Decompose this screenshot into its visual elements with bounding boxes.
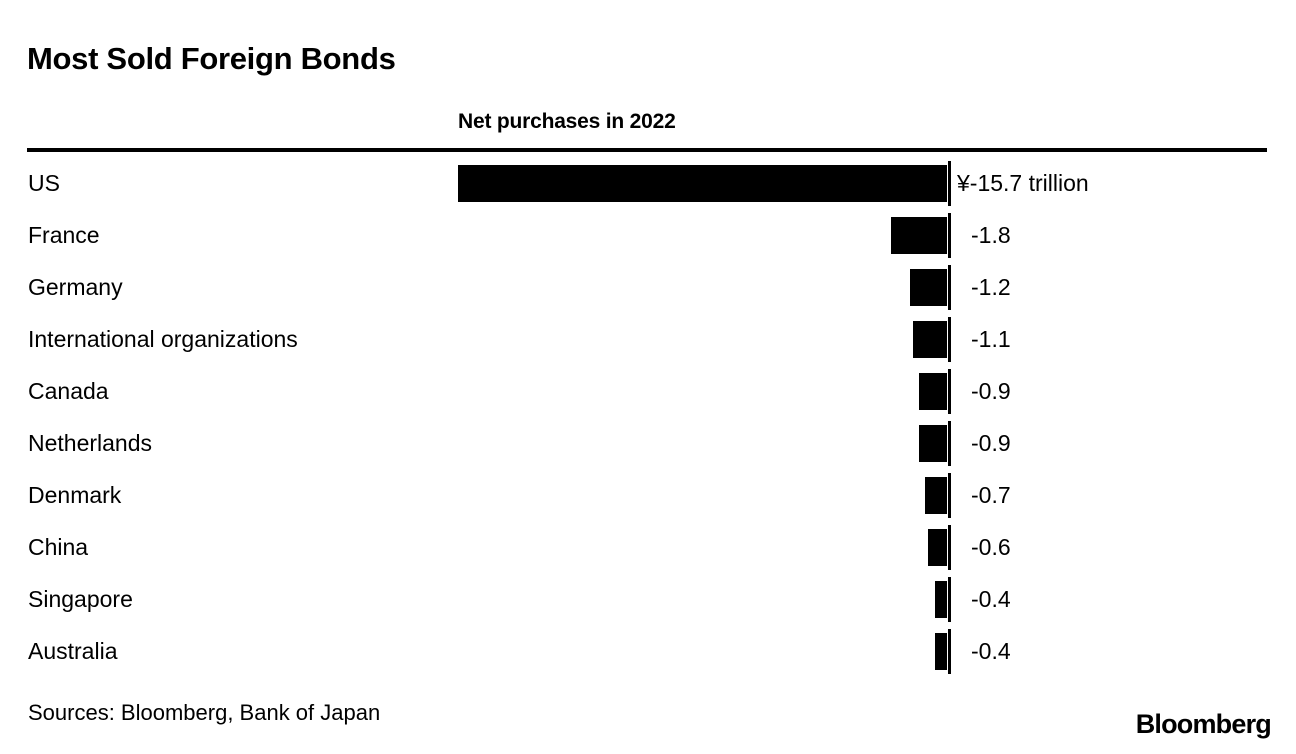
value-label: ¥-15.7 trillion xyxy=(957,170,1089,196)
zero-axis-segment xyxy=(948,629,951,674)
category-label: Canada xyxy=(28,378,109,404)
bar xyxy=(919,425,947,462)
value-label: -1.8 xyxy=(971,222,1011,248)
bar xyxy=(891,217,947,254)
category-label: Australia xyxy=(28,638,118,664)
bar xyxy=(458,165,947,202)
category-label: Germany xyxy=(28,274,123,300)
bar xyxy=(910,269,947,306)
sources-note: Sources: Bloomberg, Bank of Japan xyxy=(28,700,381,725)
chart-title: Most Sold Foreign Bonds xyxy=(27,41,396,76)
value-label: -0.7 xyxy=(971,482,1011,508)
category-label: US xyxy=(28,170,60,196)
bar xyxy=(928,529,947,566)
bar-row: US ¥-15.7 trillion xyxy=(0,161,1296,206)
bar xyxy=(913,321,947,358)
value-label: -0.9 xyxy=(971,430,1011,456)
category-label: International organizations xyxy=(28,326,298,352)
bar xyxy=(925,477,947,514)
bloomberg-logo: Bloomberg xyxy=(1135,709,1272,739)
zero-axis-segment xyxy=(948,525,951,570)
zero-axis-segment xyxy=(948,369,951,414)
bar-row: Netherlands -0.9 xyxy=(0,421,1296,466)
category-label: Denmark xyxy=(28,482,122,508)
zero-axis-segment xyxy=(948,577,951,622)
value-label: -0.6 xyxy=(971,534,1011,560)
bar-row: International organizations -1.1 xyxy=(0,317,1296,362)
bar xyxy=(935,633,947,670)
bar-row: Canada -0.9 xyxy=(0,369,1296,414)
zero-axis-segment xyxy=(948,421,951,466)
value-label: -0.4 xyxy=(971,638,1011,664)
value-label: -1.1 xyxy=(971,326,1011,352)
chart-subtitle: Net purchases in 2022 xyxy=(458,110,676,133)
zero-axis-segment xyxy=(948,265,951,310)
bar xyxy=(935,581,947,618)
bar-row: Denmark -0.7 xyxy=(0,473,1296,518)
zero-axis-segment xyxy=(948,213,951,258)
category-label: Netherlands xyxy=(28,430,153,456)
bar-row: China -0.6 xyxy=(0,525,1296,570)
zero-axis-segment xyxy=(948,161,951,206)
category-label: France xyxy=(28,222,100,248)
category-label: China xyxy=(28,534,89,560)
header-rule xyxy=(27,148,1267,152)
category-label: Singapore xyxy=(28,586,133,612)
value-label: -0.4 xyxy=(971,586,1011,612)
bar-row: Singapore -0.4 xyxy=(0,577,1296,622)
zero-axis-segment xyxy=(948,473,951,518)
bar-row: France -1.8 xyxy=(0,213,1296,258)
zero-axis-segment xyxy=(948,317,951,362)
value-label: -0.9 xyxy=(971,378,1011,404)
bar xyxy=(919,373,947,410)
value-label: -1.2 xyxy=(971,274,1011,300)
bar-row: Australia -0.4 xyxy=(0,629,1296,674)
bar-row: Germany -1.2 xyxy=(0,265,1296,310)
